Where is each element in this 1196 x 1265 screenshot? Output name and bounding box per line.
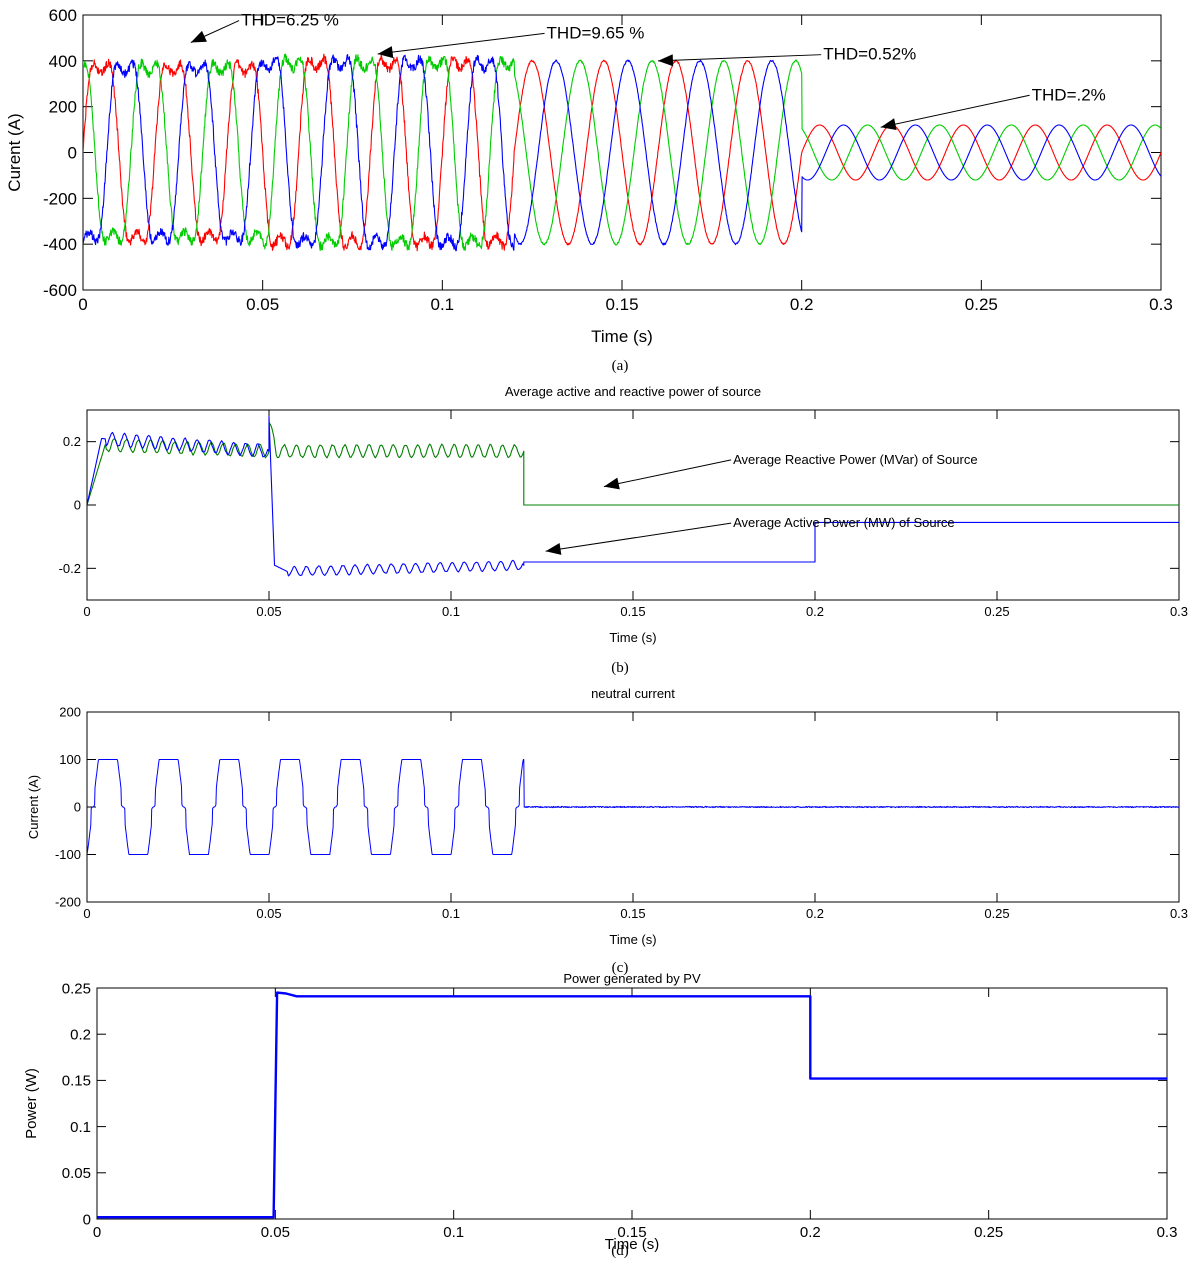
- x-tick-label: 0.25: [984, 604, 1009, 619]
- x-tick-label: 0.25: [984, 906, 1009, 921]
- annotation-arrow-head: [545, 543, 562, 555]
- y-tick-label: 200: [59, 705, 81, 720]
- x-axis-label: Time (s): [609, 630, 656, 645]
- y-tick-label: -200: [43, 189, 77, 208]
- x-axis-label: Time (s): [591, 327, 653, 346]
- x-tick-label: 0: [93, 1224, 101, 1241]
- caption-c: (c): [612, 960, 629, 976]
- annotation-label: THD=9.65 %: [547, 23, 645, 42]
- caption-b: (b): [611, 660, 629, 676]
- panel-c-neutral-current-chart: 0 0.05 0.1 0.15 0.2 0.25 0.3 -200 -100 0 100 200 neu…: [26, 686, 1188, 947]
- y-tick-label: -600: [43, 281, 77, 300]
- panel-d-pv-power-chart: 0 0.05 0.1 0.15 0.2 0.25 0.3 0 0.05 0.1 0.15 0.2 0.2…: [23, 971, 1177, 1253]
- y-tick-label: 0: [83, 1211, 91, 1228]
- panel-b-power-chart: 0 0.05 0.1 0.15 0.2 0.25 0.3 -0.2 0 0.2 Average ac…: [59, 384, 1188, 645]
- annotation-arrow: [377, 32, 545, 55]
- series-phase-1: [83, 53, 1161, 252]
- x-axis-label: Time (s): [605, 1236, 659, 1253]
- chart-title: neutral current: [591, 686, 675, 701]
- caption-d: (d): [611, 1243, 629, 1259]
- x-tick-label: 0.3: [1170, 906, 1188, 921]
- annotation-label: Average Reactive Power (MVar) of Source: [733, 452, 977, 467]
- x-axis-label: Time (s): [609, 932, 656, 947]
- x-tick-label: 0.3: [1149, 295, 1173, 314]
- x-tick-label: 0.1: [443, 1224, 464, 1241]
- x-tick-label: 0.15: [605, 295, 638, 314]
- annotation-arrow: [880, 94, 1030, 128]
- x-tick-label: 0.3: [1170, 604, 1188, 619]
- series-phase-3: [83, 54, 1161, 252]
- annotation-arrow-head: [603, 477, 620, 490]
- y-tick-label: 0.2: [63, 434, 81, 449]
- y-tick-label: -0.2: [59, 561, 81, 576]
- y-tick-label: 600: [49, 6, 77, 25]
- x-tick-label: 0.2: [790, 295, 814, 314]
- x-tick-label: 0.2: [806, 604, 824, 619]
- y-tick-label: 0.15: [62, 1073, 91, 1090]
- x-tick-label: 0.15: [620, 604, 645, 619]
- y-axis-label: Power (W): [23, 1068, 40, 1139]
- x-tick-label: 0.3: [1157, 1224, 1178, 1241]
- x-tick-label: 0.25: [974, 1224, 1003, 1241]
- plot-area: [96, 987, 1168, 1220]
- x-tick-label: 0.2: [806, 906, 824, 921]
- annotation-arrow-head: [880, 118, 897, 131]
- y-tick-label: 0.25: [62, 980, 91, 997]
- annotation-arrow-head: [190, 30, 207, 43]
- x-tick-label: 0.2: [800, 1224, 821, 1241]
- panel-a-current-chart: 0 0.05 0.1 0.15 0.2 0.25 0.3 -600 -400 -200 0 200 40…: [5, 6, 1173, 346]
- y-tick-label: 100: [59, 752, 81, 767]
- x-tick-label: 0.15: [617, 1224, 646, 1241]
- annotation-label: THD=0.52%: [823, 45, 916, 64]
- series-neutral-current: [87, 759, 1179, 855]
- y-tick-label: 0.2: [70, 1026, 91, 1043]
- annotation-label: THD=6.25 %: [241, 11, 339, 30]
- x-tick-label: 0.1: [431, 295, 455, 314]
- annotation-arrow: [545, 522, 732, 552]
- x-tick-label: 0.1: [442, 906, 460, 921]
- x-tick-label: 0: [78, 295, 87, 314]
- y-tick-label: 400: [49, 52, 77, 71]
- x-tick-label: 0.05: [261, 1224, 290, 1241]
- annotation-arrow-head: [377, 46, 394, 59]
- x-tick-label: 0: [83, 604, 90, 619]
- y-tick-label: -100: [55, 847, 81, 862]
- y-axis-label: Current (A): [26, 775, 41, 839]
- x-tick-label: 0: [83, 906, 90, 921]
- annotation-arrow: [603, 459, 732, 488]
- series-pv-power: [97, 991, 1167, 1219]
- caption-a: (a): [612, 358, 629, 374]
- y-tick-label: 0.1: [70, 1119, 91, 1136]
- annotation-label: THD=.2%: [1032, 85, 1106, 104]
- y-tick-label: 0: [68, 143, 77, 162]
- series-phase-2: [83, 53, 1161, 252]
- series-power-2: [87, 415, 1179, 577]
- x-tick-label: 0.25: [965, 295, 998, 314]
- annotation-arrow: [657, 54, 822, 62]
- annotation-label: Average Active Power (MW) of Source: [733, 515, 955, 530]
- x-tick-label: 0.05: [256, 906, 281, 921]
- chart-title: Average active and reactive power of sou…: [505, 384, 761, 399]
- y-tick-label: 200: [49, 98, 77, 117]
- y-axis-label: Curent (A): [5, 113, 24, 191]
- y-tick-label: -400: [43, 235, 77, 254]
- chart-title: Power generated by PV: [563, 971, 701, 986]
- y-tick-label: -200: [55, 895, 81, 910]
- x-tick-label: 0.05: [256, 604, 281, 619]
- y-tick-label: 0: [74, 800, 81, 815]
- y-tick-label: 0: [74, 498, 81, 513]
- annotation-arrow-head: [657, 54, 674, 67]
- x-tick-label: 0.05: [246, 295, 279, 314]
- x-tick-label: 0.1: [442, 604, 460, 619]
- x-tick-label: 0.15: [620, 906, 645, 921]
- y-tick-label: 0.05: [62, 1165, 91, 1182]
